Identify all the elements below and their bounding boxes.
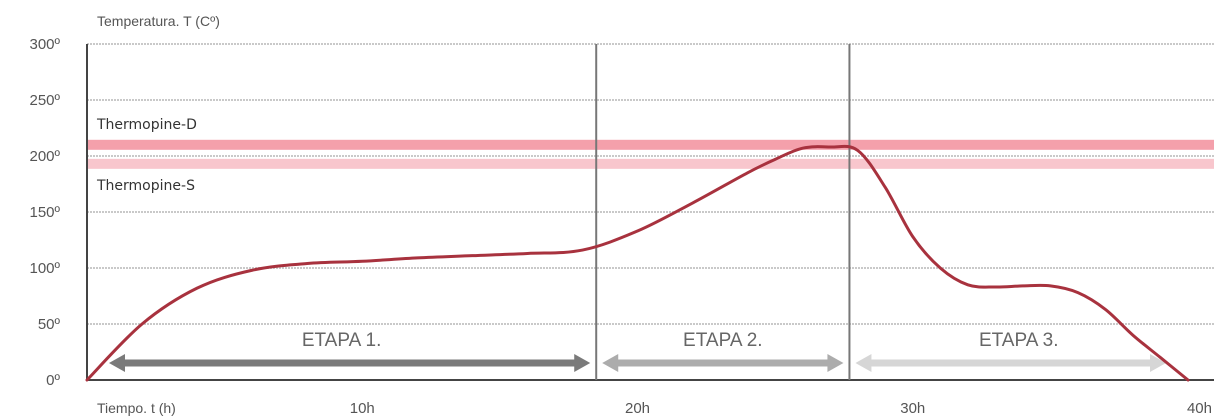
stage-arrow-head-right xyxy=(827,354,844,372)
stage-arrow-head-left xyxy=(109,354,125,372)
y-tick-label: 0º xyxy=(46,372,60,389)
stage-arrow-head-left xyxy=(855,354,872,372)
axis-layer xyxy=(86,44,1214,381)
y-tick-label: 250º xyxy=(29,92,60,109)
band-label-thermopine-d: Thermopine-D xyxy=(96,117,197,133)
band-layer xyxy=(87,139,1214,169)
stage-label: ETAPA 3. xyxy=(979,330,1059,351)
stage-layer xyxy=(109,354,1166,372)
series-layer xyxy=(85,144,1190,382)
band-label-thermopine-s: Thermopine-S xyxy=(96,178,195,194)
y-tick-label: 200º xyxy=(29,148,60,165)
y-tick-label: 50º xyxy=(38,316,61,333)
stage-arrow-head-right xyxy=(1150,354,1166,372)
stage-label: ETAPA 2. xyxy=(683,330,763,351)
stage-arrow-head-right xyxy=(574,354,591,372)
y-tick-label: 100º xyxy=(29,260,60,277)
stage-arrow-head-left xyxy=(602,354,619,372)
band-thermopine-s xyxy=(87,158,1214,169)
temperature-series-line xyxy=(85,144,1190,382)
x-tick-label: 40h xyxy=(1187,400,1212,417)
band-thermopine-d xyxy=(87,139,1214,150)
x-tick-label: 10h xyxy=(350,400,375,417)
y-axis-title: Temperatura. T (Cº) xyxy=(97,13,220,29)
x-axis-title: Tiempo. t (h) xyxy=(97,400,176,416)
y-tick-label: 150º xyxy=(29,204,60,221)
x-tick-label: 20h xyxy=(625,400,650,417)
x-tick-label: 30h xyxy=(900,400,925,417)
grid-layer xyxy=(87,43,1214,325)
y-tick-label: 300º xyxy=(29,36,60,53)
label-layer: Temperatura. T (Cº) Tiempo. t (h) 0º 50º 1… xyxy=(29,13,1212,417)
stage-label: ETAPA 1. xyxy=(302,330,382,351)
